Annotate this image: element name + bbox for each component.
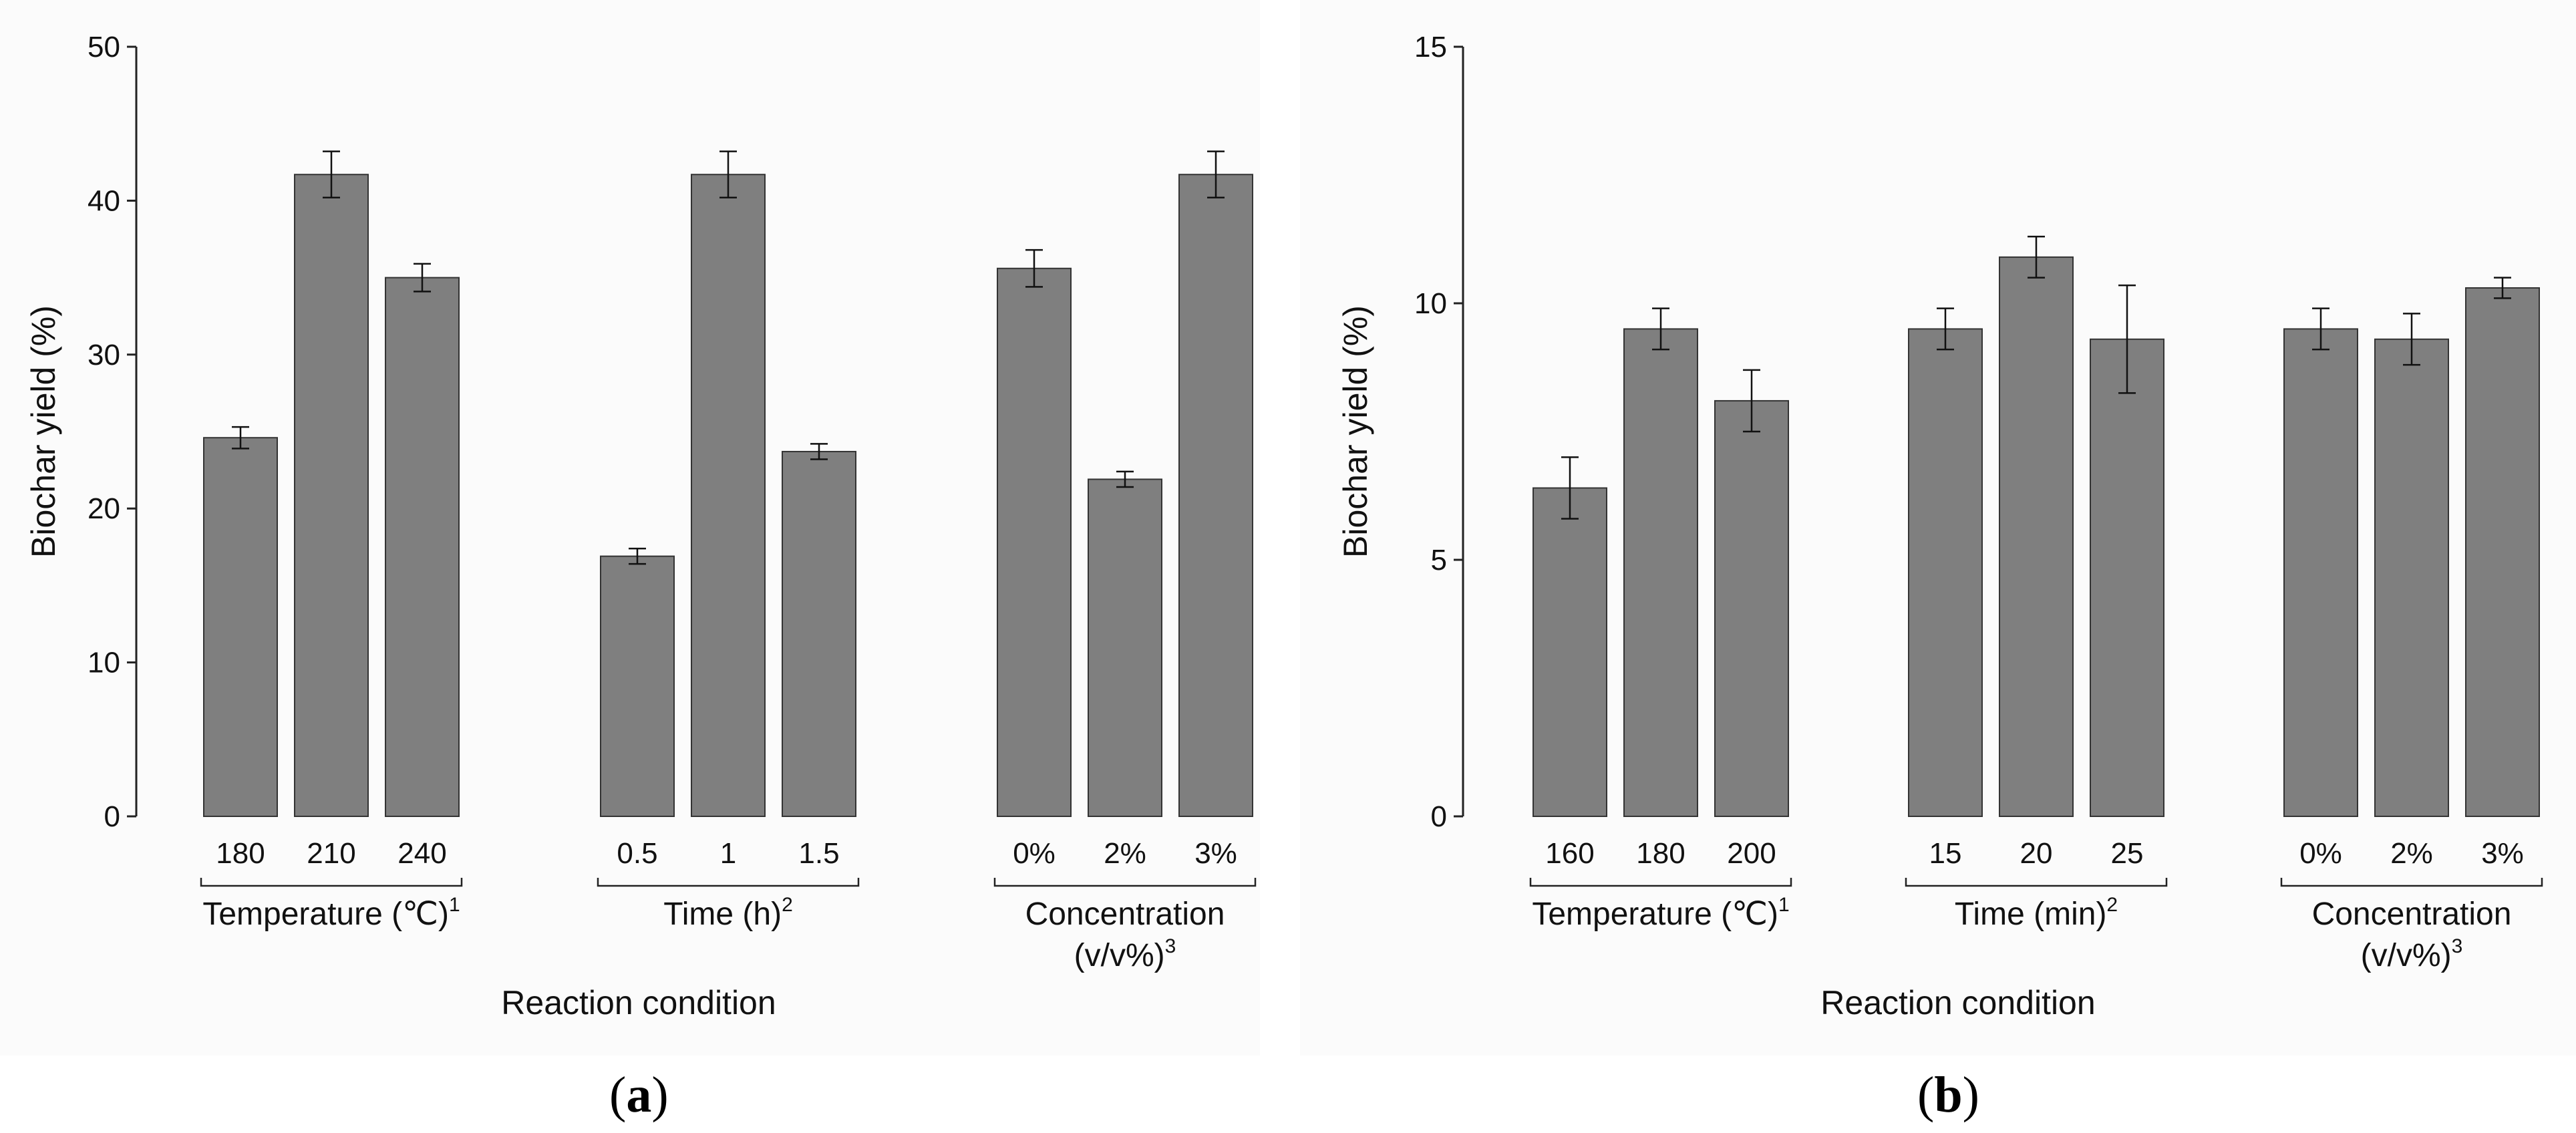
x-tick-label: 160 xyxy=(1545,837,1594,870)
chart-a: 0 10 20 30 40 50 Biochar yield (%) 180 210 240 Tem… xyxy=(25,31,1257,1021)
bar xyxy=(1908,328,1983,817)
x-tick-label: 1 xyxy=(720,837,736,870)
bar xyxy=(2465,287,2540,817)
group-bracket xyxy=(200,878,463,887)
group-label: Time (h)2 xyxy=(663,894,793,932)
bar xyxy=(1623,328,1698,817)
x-tick-label: 1.5 xyxy=(798,837,839,870)
group-label-sup: 3 xyxy=(2452,935,2463,957)
x-tick-label: 3% xyxy=(1194,837,1237,870)
bar xyxy=(1178,174,1253,817)
group-label-sup: 1 xyxy=(1778,894,1790,916)
group-label: Concentration xyxy=(2312,897,2512,932)
y-axis-title: Biochar yield (%) xyxy=(25,305,62,558)
bar xyxy=(385,277,460,818)
x-tick-label: 25 xyxy=(2111,837,2144,870)
y-tick-label: 5 xyxy=(1431,544,1447,577)
bar xyxy=(203,437,278,817)
y-tick-label: 0 xyxy=(104,800,120,833)
group-bracket xyxy=(1905,878,2168,887)
panel-b: 0 5 10 15 Biochar yield (%) 160 180 200 Temperat… xyxy=(1300,0,2576,1056)
group-label-sup: 2 xyxy=(782,894,793,916)
group-label-name: Temperature (℃) xyxy=(202,897,449,932)
group-label: Temperature (℃)1 xyxy=(1532,894,1789,932)
group-label-name: Time (min) xyxy=(1955,897,2107,932)
y-tick-label: 0 xyxy=(1431,800,1447,833)
bar xyxy=(782,450,856,817)
y-tick-label: 15 xyxy=(1414,31,1447,63)
y-tick-label: 50 xyxy=(88,31,120,63)
y-tick-label: 10 xyxy=(1414,287,1447,320)
bar xyxy=(997,267,1072,817)
x-axis-title: Reaction condition xyxy=(1820,984,2095,1021)
x-tick-label: 15 xyxy=(1929,837,1962,870)
x-tick-label: 0.5 xyxy=(617,837,657,870)
group-label-sup: 3 xyxy=(1165,935,1176,957)
x-tick-label: 180 xyxy=(1636,837,1685,870)
x-tick-label: 0% xyxy=(2299,837,2342,870)
bar xyxy=(1088,478,1162,817)
group-label-sup: 2 xyxy=(2106,894,2118,916)
group-bracket xyxy=(993,878,1257,887)
group-bracket xyxy=(2280,878,2543,887)
group-label-line2: (v/v%)3 xyxy=(2361,935,2463,973)
group-bracket xyxy=(1529,878,1792,887)
panel-a: 0 10 20 30 40 50 Biochar yield (%) 180 210 240 Tem… xyxy=(0,0,1260,1056)
bar xyxy=(2090,338,2164,817)
bar xyxy=(1533,487,1607,817)
group-label: Temperature (℃)1 xyxy=(202,894,460,932)
x-tick-label: 200 xyxy=(1727,837,1776,870)
y-tick-label: 20 xyxy=(88,492,120,525)
bar xyxy=(2374,338,2449,817)
group-label-name: Concentration xyxy=(2312,897,2512,932)
x-tick-label: 3% xyxy=(2481,837,2524,870)
x-tick-label: 20 xyxy=(2020,837,2053,870)
y-tick-label: 40 xyxy=(88,184,120,217)
group-label-line2: (v/v%)3 xyxy=(1074,935,1176,973)
bar xyxy=(691,174,766,817)
bar xyxy=(1999,256,2074,817)
group-label-name: Temperature (℃) xyxy=(1532,897,1778,932)
group-label-name: Concentration xyxy=(1025,897,1225,932)
bar xyxy=(2283,328,2358,817)
x-tick-label: 180 xyxy=(216,837,265,870)
x-tick-label: 240 xyxy=(397,837,446,870)
group-bracket xyxy=(597,878,860,887)
group-label-line2-text: (v/v%) xyxy=(1074,938,1165,973)
group-label: Concentration xyxy=(1025,897,1225,932)
bar xyxy=(1714,399,1789,817)
x-tick-label: 2% xyxy=(2390,837,2433,870)
y-tick-label: 30 xyxy=(88,339,120,371)
bar xyxy=(294,174,369,817)
group-label-name: Time (h) xyxy=(663,897,782,932)
y-tick-label: 10 xyxy=(88,647,120,679)
chart-b: 0 5 10 15 Biochar yield (%) 160 180 200 Temperat… xyxy=(1337,31,2543,1021)
x-tick-label: 0% xyxy=(1013,837,1056,870)
panel-label-a: (a) xyxy=(609,1067,669,1123)
x-axis-title: Reaction condition xyxy=(501,984,776,1021)
panel-label-b: (b) xyxy=(1917,1067,1979,1123)
group-label-sup: 1 xyxy=(449,894,460,916)
y-axis-title: Biochar yield (%) xyxy=(1337,305,1374,558)
x-tick-label: 210 xyxy=(307,837,355,870)
group-label: Time (min)2 xyxy=(1955,894,2118,932)
group-label-line2-text: (v/v%) xyxy=(2361,938,2452,973)
bar xyxy=(600,555,675,818)
x-tick-label: 2% xyxy=(1104,837,1146,870)
